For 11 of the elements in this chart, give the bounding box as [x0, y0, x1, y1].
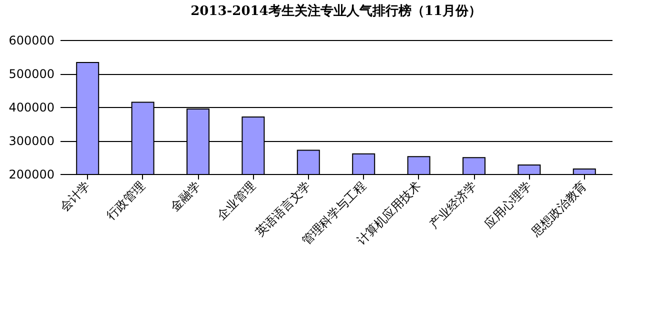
y-tick-label: 200000	[8, 168, 54, 182]
x-tick-label: 企业管理	[214, 178, 258, 222]
y-tick-label: 500000	[8, 67, 54, 81]
chart-title: 2013-2014考生关注专业人气排行榜（11月份）	[190, 3, 482, 19]
x-tick-label: 金融学	[168, 178, 203, 214]
x-tick-label: 行政管理	[104, 178, 148, 222]
x-tick-label: 会计学	[57, 178, 93, 214]
y-tick-label: 400000	[8, 100, 54, 114]
y-tick-label: 600000	[8, 34, 54, 48]
x-tick-label: 产业经济学	[426, 178, 479, 231]
y-tick-label: 300000	[8, 134, 54, 148]
